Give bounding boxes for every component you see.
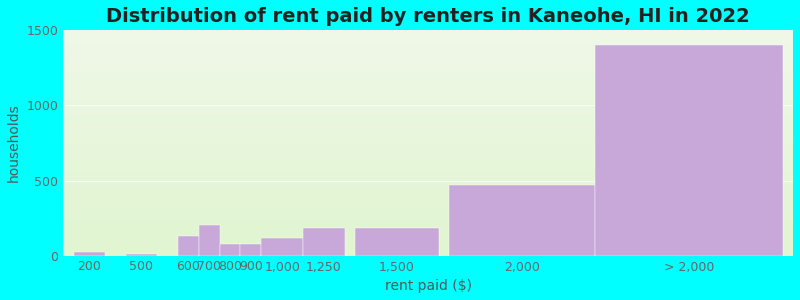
Title: Distribution of rent paid by renters in Kaneohe, HI in 2022: Distribution of rent paid by renters in …: [106, 7, 750, 26]
Bar: [178, 236, 198, 256]
Bar: [126, 254, 157, 256]
Bar: [355, 228, 438, 256]
Bar: [262, 238, 303, 256]
Bar: [595, 45, 782, 256]
Bar: [74, 252, 105, 256]
Y-axis label: households: households: [7, 103, 21, 182]
Bar: [303, 228, 345, 256]
Bar: [220, 244, 241, 256]
Bar: [449, 185, 595, 256]
Bar: [198, 225, 220, 256]
Bar: [241, 244, 262, 256]
X-axis label: rent paid ($): rent paid ($): [385, 279, 472, 293]
